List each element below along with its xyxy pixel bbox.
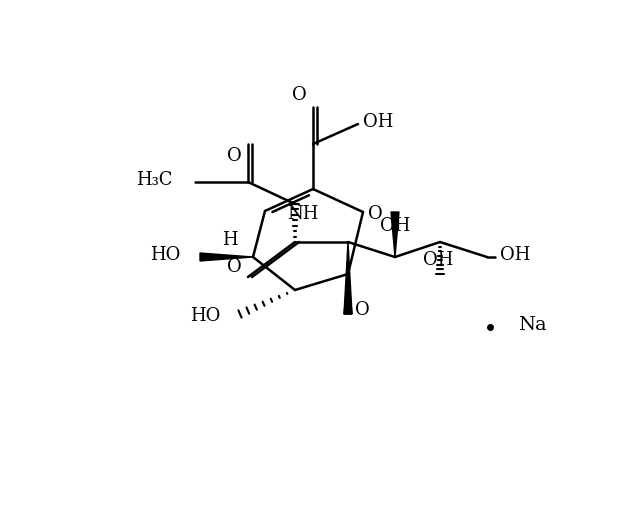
Polygon shape [391, 212, 399, 257]
Text: NH: NH [287, 205, 319, 223]
Text: Na: Na [518, 316, 547, 334]
Text: H: H [222, 231, 238, 249]
Text: OH: OH [423, 251, 453, 269]
Text: OH: OH [363, 113, 393, 131]
Text: H₃C: H₃C [136, 171, 173, 189]
Text: O: O [355, 301, 369, 319]
Polygon shape [344, 274, 352, 314]
Polygon shape [200, 253, 253, 261]
Text: HO: HO [150, 246, 180, 264]
Text: O: O [227, 147, 241, 165]
Text: O: O [367, 205, 382, 223]
Polygon shape [344, 242, 352, 314]
Text: OH: OH [380, 217, 410, 235]
Text: O: O [227, 258, 241, 276]
Text: OH: OH [500, 246, 530, 264]
Text: HO: HO [189, 307, 220, 325]
Text: O: O [292, 86, 307, 104]
